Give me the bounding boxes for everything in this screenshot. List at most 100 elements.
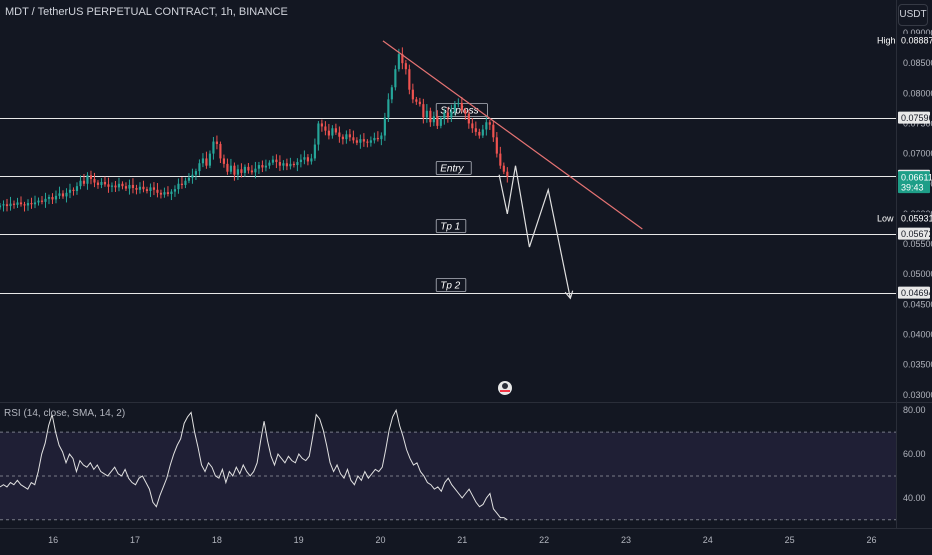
candle-body bbox=[289, 163, 292, 167]
candle-body bbox=[418, 101, 421, 105]
candle-body bbox=[138, 186, 142, 190]
candle-body bbox=[219, 143, 222, 159]
y-tick-label: 0.09000 bbox=[903, 28, 932, 38]
candle-body bbox=[40, 200, 44, 202]
price-badge-value: 0.08887 bbox=[901, 35, 932, 45]
candle-body bbox=[152, 187, 156, 190]
rsi-pane bbox=[0, 408, 896, 521]
candle-body bbox=[278, 162, 281, 166]
candle-body bbox=[82, 180, 86, 184]
price-badge bbox=[898, 111, 930, 124]
candle-body bbox=[128, 184, 131, 189]
candle-body bbox=[299, 159, 302, 163]
candle-body bbox=[254, 168, 257, 173]
candle-body bbox=[362, 139, 365, 142]
candle-body bbox=[233, 165, 236, 175]
candle-body bbox=[114, 185, 117, 188]
candle-body bbox=[488, 122, 491, 125]
candle-body bbox=[359, 139, 362, 143]
candle-body bbox=[345, 134, 348, 140]
candle-body bbox=[124, 186, 128, 189]
candle-body bbox=[75, 186, 79, 191]
price-badge-value: 0.06611 bbox=[901, 173, 932, 183]
candle-body bbox=[474, 128, 477, 132]
candle-body bbox=[180, 183, 184, 185]
candle-body bbox=[23, 204, 26, 206]
price-badge-label-bg bbox=[874, 33, 896, 46]
price-badges: 0.08887High0.075960.066330.0661139:430.0… bbox=[874, 33, 932, 299]
candle-body bbox=[198, 163, 201, 172]
candle-body bbox=[499, 153, 502, 166]
candle-body bbox=[376, 137, 379, 140]
candle-body bbox=[492, 124, 495, 138]
x-tick-label: 23 bbox=[621, 535, 631, 545]
candle-body bbox=[450, 111, 453, 118]
candle-body bbox=[163, 192, 166, 195]
candle-body bbox=[247, 166, 250, 171]
candle-body bbox=[432, 116, 435, 123]
candle-body bbox=[184, 180, 187, 185]
candle-body bbox=[282, 163, 285, 166]
candle-body bbox=[467, 113, 470, 124]
candle-body bbox=[457, 102, 460, 105]
x-tick-label: 16 bbox=[48, 535, 58, 545]
candle-body bbox=[149, 187, 152, 191]
price-badge bbox=[898, 286, 930, 299]
candle-body bbox=[453, 104, 456, 112]
x-tick-label: 26 bbox=[866, 535, 876, 545]
x-tick-label: 19 bbox=[294, 535, 304, 545]
candle-body bbox=[5, 204, 9, 207]
candle-body bbox=[12, 203, 16, 205]
candle-body bbox=[61, 193, 65, 197]
price-badge-label-bg bbox=[874, 212, 896, 225]
candle-body bbox=[205, 158, 208, 166]
candle-body bbox=[464, 110, 467, 114]
candle-body bbox=[96, 182, 100, 185]
price-badge bbox=[898, 212, 930, 225]
candle-body bbox=[236, 169, 240, 175]
candle-body bbox=[264, 165, 267, 168]
rsi-y-tick-label: 80.00 bbox=[903, 405, 926, 415]
candle-body bbox=[222, 158, 226, 164]
candle-body bbox=[355, 140, 358, 143]
x-tick-label: 20 bbox=[375, 535, 385, 545]
candle-body bbox=[275, 159, 278, 163]
candle-body bbox=[47, 197, 51, 199]
candle-body bbox=[369, 140, 372, 143]
candle-body bbox=[145, 189, 149, 191]
rsi-title: RSI (14, close, SMA, 14, 2) bbox=[4, 408, 126, 419]
candle-body bbox=[373, 137, 376, 141]
currency-button[interactable]: USDT bbox=[898, 4, 928, 26]
price-badge bbox=[898, 227, 930, 240]
candle-body bbox=[194, 171, 198, 175]
candle-body bbox=[89, 175, 93, 179]
candle-body bbox=[2, 204, 5, 206]
candle-body bbox=[348, 134, 351, 138]
rsi-y-tick-label: 60.00 bbox=[903, 449, 926, 459]
candle-body bbox=[44, 198, 47, 202]
level-label: Tp 1 bbox=[440, 222, 460, 233]
candle-body bbox=[436, 116, 439, 126]
trendline bbox=[382, 40, 643, 230]
candle-body bbox=[313, 144, 316, 159]
price-badge-value: 0.07596 bbox=[901, 113, 932, 123]
candle-body bbox=[79, 180, 82, 187]
candle-body bbox=[397, 54, 400, 70]
candle-body bbox=[26, 203, 30, 206]
price-badge-label: High bbox=[877, 35, 896, 45]
candle-body bbox=[443, 112, 446, 119]
candle-body bbox=[93, 178, 96, 183]
candle-body bbox=[408, 69, 411, 90]
price-badge-value: 0.04694 bbox=[901, 288, 932, 298]
candle-body bbox=[229, 165, 233, 172]
level-label-box bbox=[435, 161, 472, 175]
candle-body bbox=[191, 174, 194, 178]
rsi-line bbox=[0, 408, 508, 521]
candle-body bbox=[446, 112, 449, 118]
